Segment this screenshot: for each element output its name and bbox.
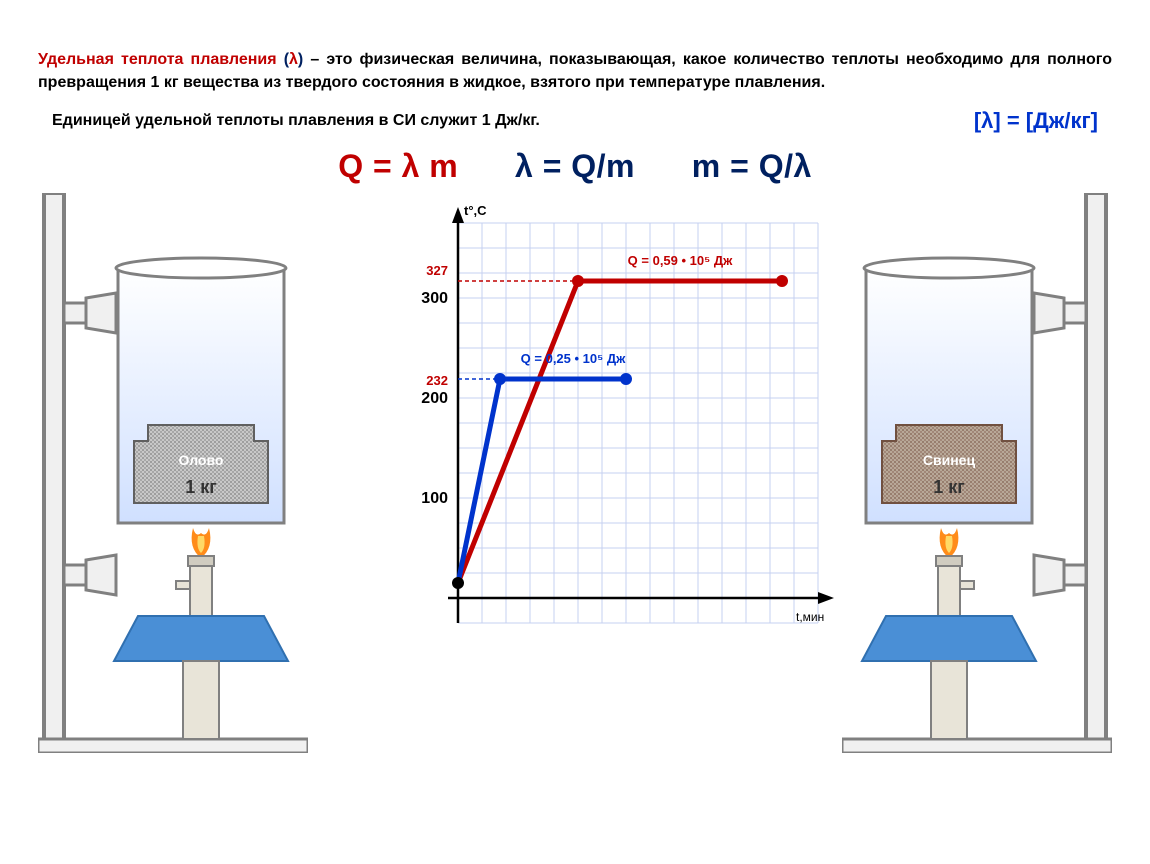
formulas-row: Q = λ m λ = Q/m m = Q/λ (38, 148, 1112, 185)
tin-heat-label: Q = 0,25 • 10⁵ Дж (521, 351, 626, 366)
f2-eq: = (533, 148, 571, 184)
ytick-200: 200 (421, 390, 448, 407)
apparatus-lead: Свинец 1 кг (842, 193, 1112, 743)
unit-formula: [λ] = [Дж/кг] (974, 108, 1098, 134)
f1-m: m (420, 148, 458, 184)
lambda-close: ) (298, 51, 303, 68)
si-unit-text: Единицей удельной теплоты плавления в СИ… (52, 112, 540, 130)
lead-mass: 1 кг (933, 477, 965, 497)
lead-label: Свинец (923, 452, 976, 468)
ytick-100: 100 (421, 490, 448, 507)
temperature-chart: 100 200 300 327 232 t°,С t,мин Q = 0,59 … (388, 193, 838, 673)
f2-rhs: Q/m (571, 148, 635, 184)
ylabel-327: 327 (426, 263, 448, 278)
tin-label: Олово (179, 452, 224, 468)
y-axis-label: t°,С (464, 203, 487, 218)
x-axis-label: t,мин (796, 610, 824, 624)
lead-heat-label: Q = 0,59 • 10⁵ Дж (628, 253, 733, 268)
ytick-300: 300 (421, 290, 448, 307)
definition-text: Удельная теплота плавления (λ) – это физ… (38, 48, 1112, 94)
term: Удельная теплота плавления (38, 51, 277, 68)
lambda-symbol: λ (289, 51, 298, 68)
f1-lambda: λ (402, 148, 420, 184)
tin-mass: 1 кг (185, 477, 217, 497)
apparatus-tin: Олово 1 кг (38, 193, 308, 743)
f2-lambda: λ (515, 148, 533, 184)
f3-eq: = (721, 148, 759, 184)
f1-q: Q = (338, 148, 401, 184)
ylabel-232: 232 (426, 373, 448, 388)
f3-q: Q/ (759, 148, 794, 184)
f3-lambda: λ (793, 148, 811, 184)
f3-m: m (692, 148, 721, 184)
